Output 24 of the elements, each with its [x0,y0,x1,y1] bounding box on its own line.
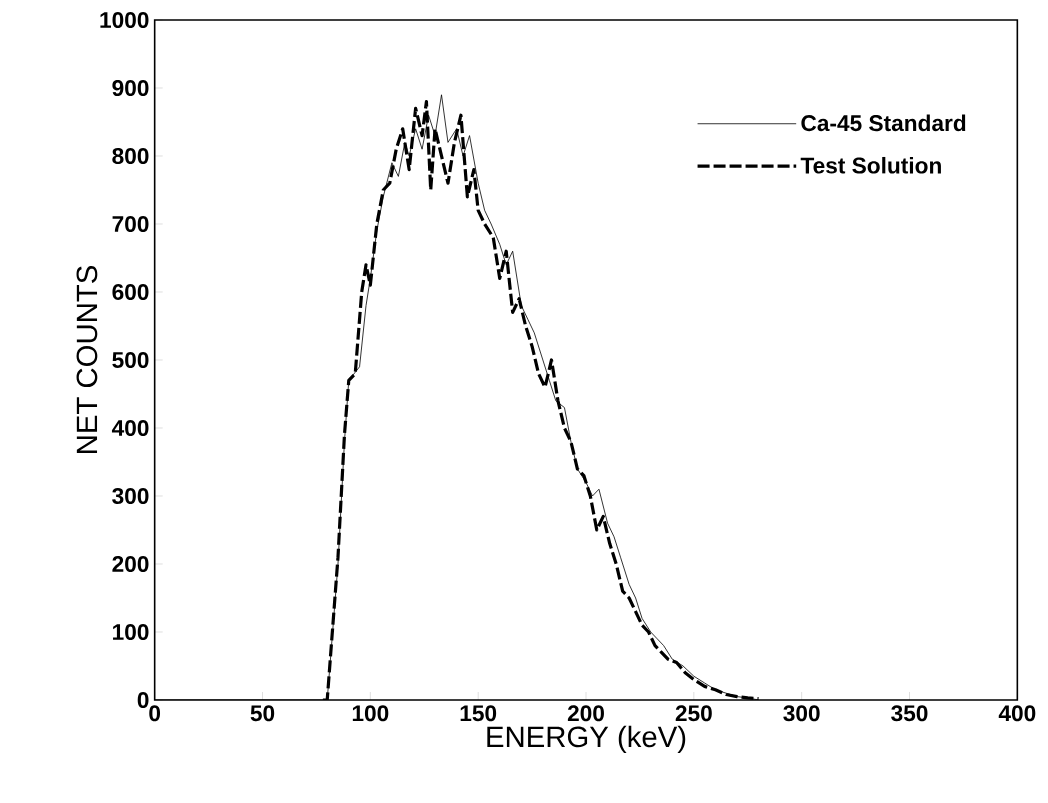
y-tick-label: 0 [137,692,149,709]
x-axis-title: ENERGY (keV) [487,725,686,754]
y-tick-label: 700 [112,216,149,233]
y-tick-label: 300 [112,488,149,505]
y-axis-title: NET COUNTS [76,266,98,454]
x-tick-label: 250 [675,705,712,722]
legend-label: Ca-45 Standard [801,114,966,132]
y-tick-label: 500 [112,352,149,369]
x-tick-label: 100 [352,705,389,722]
x-tick-label: 350 [891,705,928,722]
x-tick-label: 200 [567,705,604,722]
y-tick-label: 900 [112,80,149,97]
y-tick-label: 1000 [100,12,149,29]
x-tick-label: 300 [783,705,820,722]
x-tick-label: 150 [460,705,497,722]
y-tick-label: 800 [112,148,149,165]
y-tick-label: 400 [111,420,149,437]
y-tick-label: 600 [112,284,149,301]
y-tick-label: 200 [112,556,149,573]
x-tick-label: 0 [149,705,161,722]
x-tick-label: 400 [998,705,1036,722]
y-tick-label: 100 [113,624,149,641]
x-tick-label: 50 [250,705,275,722]
legend-label: Test Solution [800,157,941,174]
